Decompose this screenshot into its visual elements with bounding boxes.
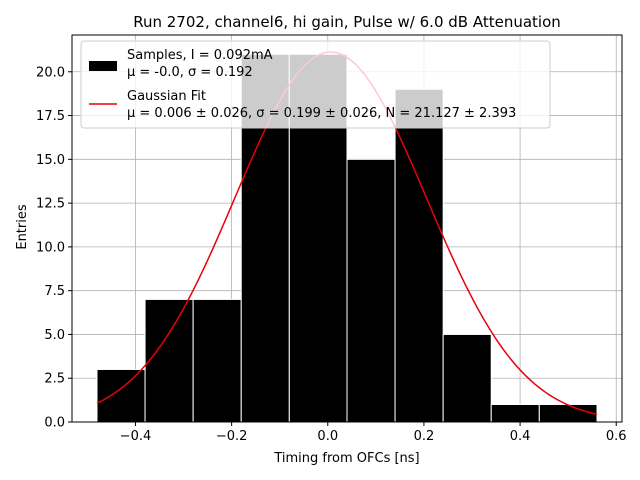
histogram-bar [144, 298, 194, 423]
x-axis-label: Timing from OFCs [ns] [273, 451, 419, 466]
y-ticks: 0.0 2.5 5.0 7.5 10.0 12.5 15.0 17.5 20.0 [36, 65, 72, 431]
histogram-bar [538, 403, 598, 423]
legend-frame [80, 40, 551, 129]
x-tick-label: 0.2 [414, 429, 435, 444]
legend-histogram-swatch [89, 61, 117, 71]
histogram-bar [442, 333, 492, 423]
histogram-bar [96, 368, 146, 423]
x-tick-label: −0.2 [216, 429, 248, 444]
y-tick-label: 10.0 [36, 240, 65, 255]
y-tick-label: 5.0 [44, 328, 65, 343]
chart-title: Run 2702, channel6, hi gain, Pulse w/ 6.… [133, 13, 561, 31]
x-ticks: −0.4 −0.2 0.0 0.2 0.4 0.6 [120, 422, 627, 444]
histogram-bar [490, 403, 540, 423]
legend-fit-label: Gaussian Fit [127, 89, 206, 104]
y-tick-label: 0.0 [44, 416, 65, 431]
axes [71, 34, 623, 423]
x-tick-label: 0.6 [606, 429, 627, 444]
legend-histogram-label: Samples, I = 0.092mA [127, 48, 273, 63]
y-axis-label: Entries [15, 204, 30, 250]
histogram-bar [394, 88, 444, 423]
x-tick-label: −0.4 [120, 429, 152, 444]
x-tick-label: 0.4 [510, 429, 531, 444]
histogram-bar [346, 158, 396, 423]
y-tick-label: 15.0 [36, 153, 65, 168]
histogram-bar [192, 298, 242, 423]
y-tick-label: 20.0 [36, 65, 65, 80]
y-tick-label: 7.5 [44, 284, 65, 299]
y-tick-label: 17.5 [36, 109, 65, 124]
histogram-bars [96, 53, 598, 423]
y-tick-label: 12.5 [36, 197, 65, 212]
legend-histogram-stats: μ = -0.0, σ = 0.192 [127, 65, 253, 80]
axes-frame [71, 34, 623, 423]
y-tick-label: 2.5 [44, 372, 65, 387]
x-tick-label: 0.0 [317, 429, 338, 444]
legend-fit-params: μ = 0.006 ± 0.026, σ = 0.199 ± 0.026, N … [127, 106, 516, 121]
legend: Samples, I = 0.092mA μ = -0.0, σ = 0.192… [80, 40, 551, 129]
